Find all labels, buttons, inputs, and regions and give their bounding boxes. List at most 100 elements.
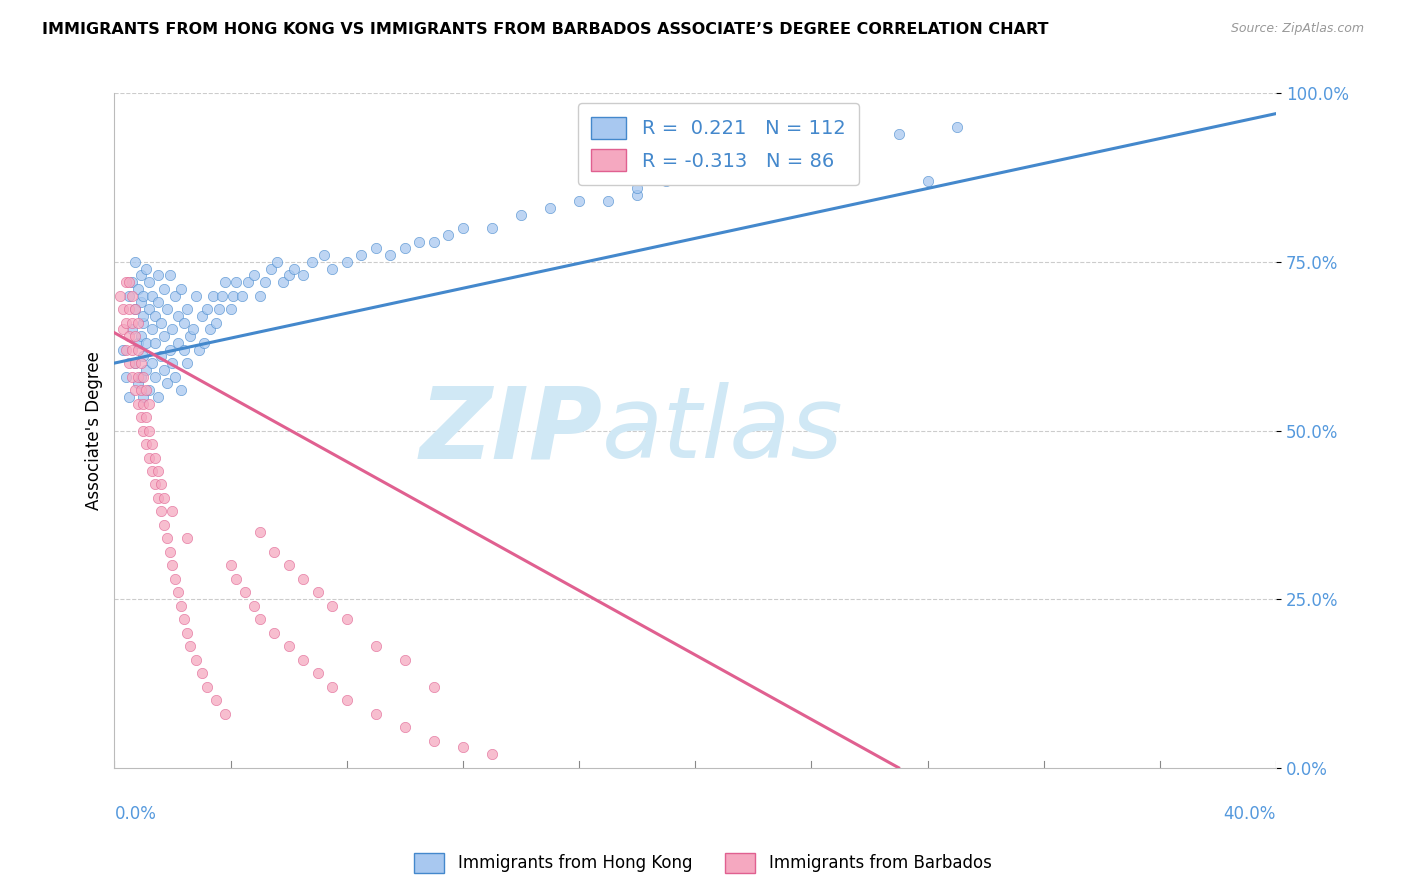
- Point: [167, 335, 190, 350]
- Point: [830, 134, 852, 148]
- Point: [437, 227, 460, 242]
- Point: [118, 302, 141, 317]
- Point: [152, 363, 174, 377]
- Point: [129, 329, 152, 343]
- Point: [321, 261, 343, 276]
- Point: [135, 335, 157, 350]
- Point: [179, 329, 201, 343]
- Point: [124, 383, 146, 397]
- Point: [176, 625, 198, 640]
- Point: [132, 424, 155, 438]
- Point: [190, 666, 212, 681]
- Point: [200, 322, 222, 336]
- Point: [135, 437, 157, 451]
- Point: [149, 350, 172, 364]
- Point: [263, 625, 285, 640]
- Point: [254, 275, 277, 289]
- Point: [118, 390, 141, 404]
- Point: [129, 295, 152, 310]
- Text: atlas: atlas: [602, 382, 844, 479]
- Y-axis label: Associate's Degree: Associate's Degree: [86, 351, 103, 510]
- Point: [184, 653, 207, 667]
- Point: [271, 275, 294, 289]
- Point: [249, 612, 271, 626]
- Point: [152, 282, 174, 296]
- Point: [225, 275, 247, 289]
- Point: [312, 248, 335, 262]
- Point: [195, 302, 218, 317]
- Point: [118, 275, 141, 289]
- Point: [481, 747, 503, 762]
- Point: [243, 599, 266, 613]
- Point: [742, 153, 765, 168]
- Point: [176, 356, 198, 370]
- Point: [124, 356, 146, 370]
- Point: [135, 363, 157, 377]
- Point: [173, 343, 195, 357]
- Point: [423, 680, 446, 694]
- Point: [394, 242, 416, 256]
- Point: [219, 302, 242, 317]
- Point: [138, 275, 160, 289]
- Point: [159, 268, 181, 283]
- Point: [121, 275, 143, 289]
- Text: IMMIGRANTS FROM HONG KONG VS IMMIGRANTS FROM BARBADOS ASSOCIATE’S DEGREE CORRELA: IMMIGRANTS FROM HONG KONG VS IMMIGRANTS …: [42, 22, 1049, 37]
- Point: [538, 201, 561, 215]
- Point: [143, 309, 166, 323]
- Point: [336, 255, 359, 269]
- Point: [231, 288, 253, 302]
- Point: [152, 491, 174, 505]
- Point: [307, 585, 329, 599]
- Point: [156, 302, 179, 317]
- Point: [143, 477, 166, 491]
- Point: [118, 288, 141, 302]
- Point: [152, 329, 174, 343]
- Point: [159, 343, 181, 357]
- Point: [225, 572, 247, 586]
- Point: [129, 410, 152, 425]
- Point: [266, 255, 288, 269]
- Point: [187, 343, 209, 357]
- Point: [143, 450, 166, 465]
- Point: [394, 653, 416, 667]
- Point: [165, 369, 187, 384]
- Point: [132, 309, 155, 323]
- Point: [149, 504, 172, 518]
- Point: [626, 187, 648, 202]
- Point: [181, 322, 204, 336]
- Point: [236, 275, 259, 289]
- Point: [127, 335, 149, 350]
- Point: [124, 356, 146, 370]
- Point: [132, 390, 155, 404]
- Point: [364, 706, 387, 721]
- Point: [141, 437, 163, 451]
- Point: [118, 329, 141, 343]
- Point: [141, 464, 163, 478]
- Point: [129, 356, 152, 370]
- Legend: R =  0.221   N = 112, R = -0.313   N = 86: R = 0.221 N = 112, R = -0.313 N = 86: [578, 103, 859, 185]
- Point: [173, 612, 195, 626]
- Point: [263, 545, 285, 559]
- Point: [423, 733, 446, 747]
- Point: [423, 235, 446, 249]
- Point: [214, 706, 236, 721]
- Point: [170, 383, 193, 397]
- Point: [214, 275, 236, 289]
- Point: [292, 572, 315, 586]
- Legend: Immigrants from Hong Kong, Immigrants from Barbados: Immigrants from Hong Kong, Immigrants fr…: [408, 847, 998, 880]
- Point: [152, 517, 174, 532]
- Point: [127, 369, 149, 384]
- Point: [350, 248, 373, 262]
- Point: [167, 309, 190, 323]
- Point: [307, 666, 329, 681]
- Point: [165, 288, 187, 302]
- Point: [321, 599, 343, 613]
- Point: [205, 693, 228, 707]
- Point: [249, 288, 271, 302]
- Point: [176, 532, 198, 546]
- Point: [110, 288, 132, 302]
- Point: [143, 369, 166, 384]
- Point: [135, 261, 157, 276]
- Point: [451, 740, 474, 755]
- Point: [917, 174, 939, 188]
